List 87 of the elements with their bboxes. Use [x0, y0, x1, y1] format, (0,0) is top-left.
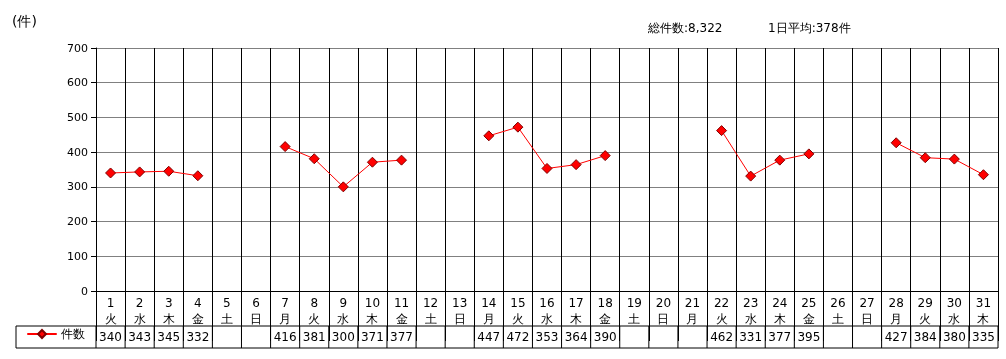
- point: [716, 125, 728, 137]
- point: [366, 156, 378, 168]
- point: [337, 181, 349, 193]
- point: [308, 153, 320, 165]
- x-tick-label: 28 月: [888, 296, 904, 326]
- point: [803, 148, 815, 160]
- point: [599, 150, 611, 162]
- data-label: 447: [477, 330, 501, 344]
- x-tick-label: 12 土: [422, 296, 439, 326]
- point: [279, 141, 291, 153]
- point: [396, 154, 408, 166]
- x-tick-label: 14 月: [481, 296, 497, 326]
- point: [134, 166, 146, 178]
- data-label: 335: [972, 330, 995, 344]
- x-tick-label: 24 木: [772, 296, 788, 326]
- x-tick-label: 15 火: [510, 296, 526, 326]
- x-tick-label: 8 火: [308, 296, 321, 326]
- data-label: 384: [913, 330, 937, 344]
- x-tick-label: 26 土: [830, 296, 846, 326]
- x-tick-label: 30 水: [946, 296, 962, 326]
- x-tick-label: 29 火: [917, 296, 933, 326]
- data-label: 380: [942, 330, 966, 344]
- point: [105, 167, 117, 179]
- data-label: 462: [710, 330, 734, 344]
- data-label: 427: [884, 330, 908, 344]
- x-tick-label: 1 火: [104, 296, 117, 326]
- x-tick-label: 27 日: [859, 296, 875, 326]
- x-tick-label: 20 日: [655, 296, 672, 326]
- y-tick-label: 600: [67, 76, 88, 90]
- x-tick-label: 13 日: [452, 296, 468, 326]
- x-tick-label: 17 木: [568, 296, 584, 326]
- text: 1日平均:378件: [768, 21, 851, 35]
- data-label: 390: [593, 330, 617, 344]
- point: [192, 170, 204, 182]
- data-label: 472: [506, 330, 530, 344]
- point: [948, 153, 960, 165]
- data-label: 416: [273, 330, 297, 344]
- x-tick-label: 25 金: [801, 296, 817, 326]
- x-tick-label: 18 金: [597, 296, 613, 326]
- y-tick-label: 300: [67, 180, 88, 194]
- x-tick-label: 4 金: [191, 296, 204, 326]
- y-tick-label: 500: [67, 110, 88, 124]
- data-label: 377: [768, 330, 792, 344]
- y-tick-label: 700: [67, 41, 88, 55]
- x-tick-label: 9 水: [337, 296, 350, 326]
- x-tick-label: 31 木: [975, 296, 992, 326]
- data-label: 340: [99, 330, 122, 344]
- point: [977, 169, 989, 181]
- data-label: 332: [186, 330, 210, 344]
- data-label: 371: [360, 330, 384, 344]
- data-label: 395: [797, 330, 821, 344]
- point: [483, 130, 495, 142]
- x-tick-label: 5 土: [220, 296, 233, 326]
- data-label: 353: [535, 330, 559, 344]
- x-tick-label: 11 金: [393, 296, 410, 326]
- data-label: 364: [564, 330, 588, 344]
- x-tick-label: 3 木: [162, 296, 175, 326]
- point: [774, 154, 786, 166]
- data-label: 345: [157, 330, 181, 344]
- y-tick-label: 0: [81, 284, 88, 298]
- y-axis-title: (件): [12, 13, 37, 29]
- data-label: 331: [739, 330, 763, 344]
- x-tick-label: 21 月: [684, 296, 701, 326]
- x-tick-label: 7 月: [279, 296, 292, 326]
- x-tick-label: 19 土: [626, 296, 642, 326]
- data-label: 300: [331, 330, 355, 344]
- point: [163, 165, 175, 177]
- point: [512, 121, 524, 133]
- x-tick-label: 6 日: [250, 296, 263, 326]
- y-tick-label: 200: [67, 215, 88, 229]
- point: [919, 152, 931, 164]
- data-label: 343: [128, 330, 152, 344]
- data-label: 377: [390, 330, 413, 344]
- x-tick-label: 23 水: [743, 296, 759, 326]
- x-tick-label: 22 火: [713, 296, 730, 326]
- y-tick-label: 400: [67, 145, 88, 159]
- point: [570, 159, 582, 171]
- point: [890, 137, 902, 149]
- x-tick-label: 10 木: [364, 296, 381, 326]
- text: 総件数:8,322: [647, 21, 723, 35]
- y-tick-label: 100: [67, 249, 88, 263]
- data-label: 381: [302, 330, 326, 344]
- x-tick-label: 16 水: [539, 296, 555, 326]
- point: [745, 170, 757, 182]
- point: [541, 162, 553, 174]
- legend-label: 件数: [61, 327, 85, 341]
- x-tick-label: 2 水: [133, 296, 146, 326]
